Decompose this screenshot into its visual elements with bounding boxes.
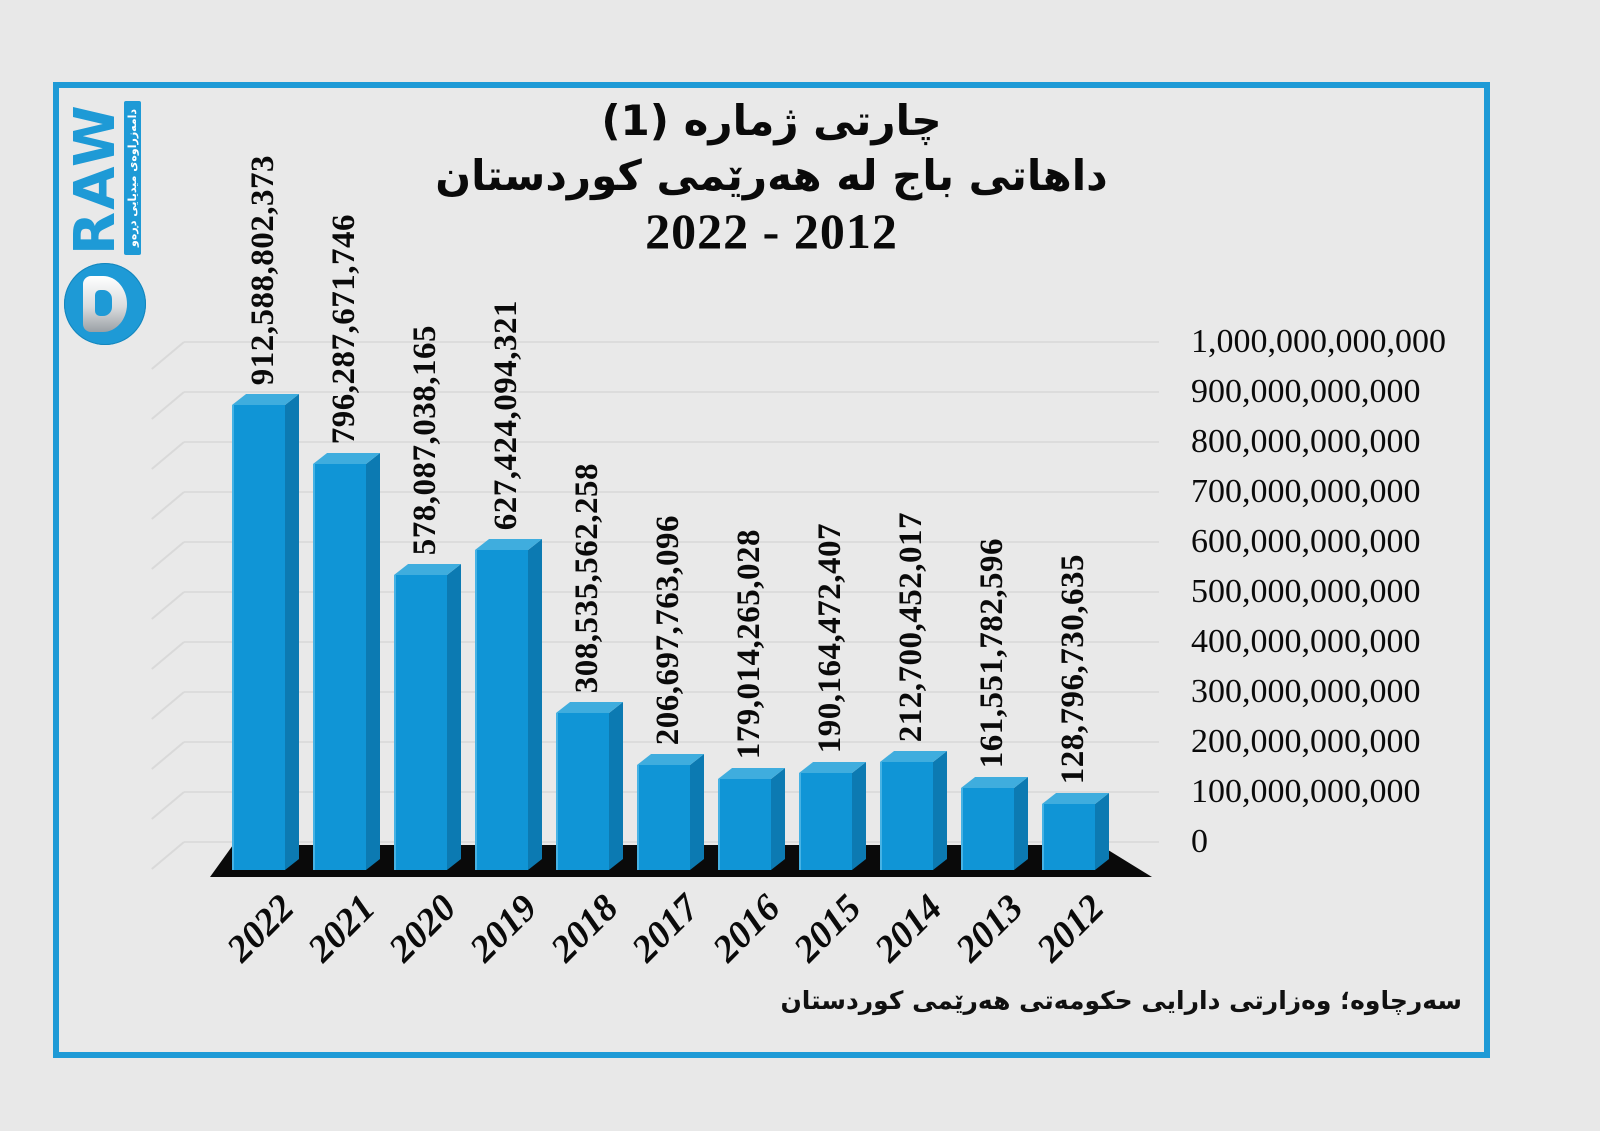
y-axis-tick-label: 300,000,000,000 — [1191, 673, 1421, 710]
x-axis-year-label: 2019 — [461, 886, 546, 971]
bar-2016 — [718, 768, 785, 870]
x-axis-year-label: 2012 — [1028, 886, 1113, 971]
y-axis-tick-label: 700,000,000,000 — [1191, 473, 1421, 510]
y-axis-tick-label: 500,000,000,000 — [1191, 573, 1421, 610]
y-axis-tick-label: 600,000,000,000 — [1191, 523, 1421, 560]
gridline-depth-segment — [151, 341, 185, 370]
bar-value-label: 179,014,265,028 — [731, 528, 767, 759]
gridline-depth-segment — [151, 841, 185, 870]
bar-2013 — [961, 777, 1028, 870]
bar-2015 — [799, 762, 866, 870]
bar-value-label: 206,697,763,096 — [650, 514, 686, 745]
bar-value-label: 796,287,671,746 — [326, 213, 362, 444]
bar-2021 — [313, 453, 380, 870]
gridline-depth-segment — [151, 641, 185, 670]
bar-value-label: 912,588,802,373 — [245, 154, 281, 385]
x-axis-year-label: 2021 — [299, 886, 384, 971]
y-axis-tick-label: 400,000,000,000 — [1191, 623, 1421, 660]
x-axis-year-label: 2022 — [218, 886, 303, 971]
gridline — [184, 591, 1159, 593]
bar-2019 — [475, 539, 542, 870]
y-axis-tick-label: 900,000,000,000 — [1191, 373, 1421, 410]
gridline-depth-segment — [151, 441, 185, 470]
gridline-depth-segment — [151, 491, 185, 520]
bar-value-label: 190,164,472,407 — [812, 522, 848, 753]
y-axis-tick-label: 200,000,000,000 — [1191, 723, 1421, 760]
bar-value-label: 128,796,730,635 — [1055, 553, 1091, 784]
chart-title-line2: داهاتی باج لە هەرێمی کوردستان — [435, 151, 1108, 200]
x-axis-year-label: 2013 — [947, 886, 1032, 971]
y-axis-tick-label: 800,000,000,000 — [1191, 423, 1421, 460]
x-axis-year-label: 2017 — [623, 886, 708, 971]
gridline-depth-segment — [151, 541, 185, 570]
y-axis-tick-label: 1,000,000,000,000 — [1191, 323, 1446, 360]
gridline-depth-segment — [151, 791, 185, 820]
y-axis-tick-label: 100,000,000,000 — [1191, 773, 1421, 810]
source-note: سەرچاوە؛ وەزارتی دارایی حکومەتی هەرێمی ک… — [780, 986, 1462, 1015]
plot-area: 1,000,000,000,000 900,000,000,000 800,000,… — [59, 88, 1484, 1052]
chart-frame: چارتی ژمارە (1) داهاتی باج لە هەرێمی کور… — [53, 82, 1490, 1058]
gridline — [184, 341, 1159, 343]
x-axis-year-label: 2014 — [866, 886, 951, 971]
gridline-depth-segment — [151, 391, 185, 420]
y-axis-tick-label: 0 — [1191, 823, 1208, 860]
chart-title-line1: چارتی ژمارە (1) — [601, 96, 942, 145]
chart-title-years: 2022 - 2012 — [645, 203, 898, 259]
gridline — [184, 641, 1159, 643]
x-axis-year-label: 2018 — [542, 886, 627, 971]
gridline-depth-segment — [151, 691, 185, 720]
gridline — [184, 491, 1159, 493]
gridline — [184, 391, 1159, 393]
gridline — [184, 741, 1159, 743]
chart-title-block: چارتی ژمارە (1) داهاتی باج لە هەرێمی کور… — [59, 94, 1484, 258]
bar-value-label: 308,535,562,258 — [569, 462, 605, 693]
gridline — [184, 441, 1159, 443]
bar-value-label: 627,424,094,321 — [488, 299, 524, 530]
x-axis-year-label: 2020 — [380, 886, 465, 971]
bar-2020 — [394, 564, 461, 870]
bar-value-label: 212,700,452,017 — [893, 511, 929, 742]
bar-2014 — [880, 751, 947, 870]
gridline-depth-segment — [151, 591, 185, 620]
x-axis-year-label: 2016 — [704, 886, 789, 971]
x-axis-year-label: 2015 — [785, 886, 870, 971]
gridline — [184, 691, 1159, 693]
bar-value-label: 578,087,038,165 — [407, 324, 443, 555]
bar-2017 — [637, 754, 704, 870]
bar-2012 — [1042, 793, 1109, 870]
gridline — [184, 541, 1159, 543]
bar-2022 — [232, 394, 299, 870]
bar-value-label: 161,551,782,596 — [974, 537, 1010, 768]
bar-2018 — [556, 702, 623, 870]
gridline-depth-segment — [151, 741, 185, 770]
